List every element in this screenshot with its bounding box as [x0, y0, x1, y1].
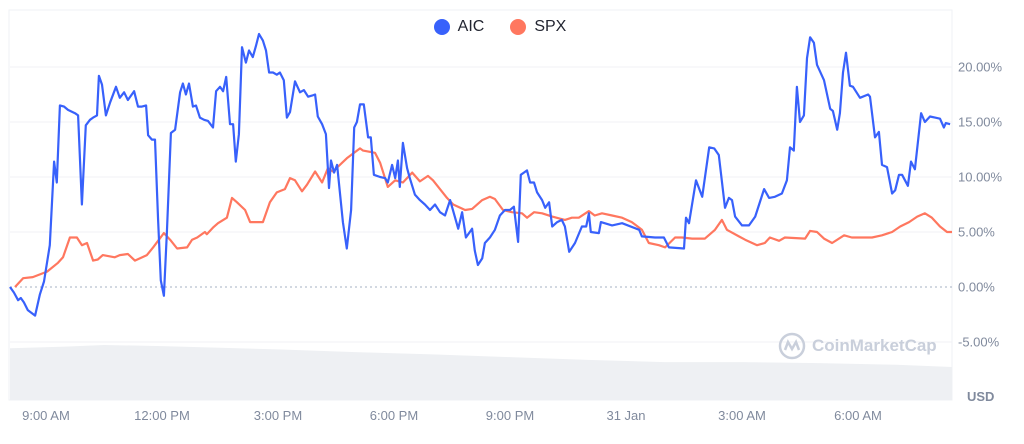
- y-tick-label: 15.00%: [958, 114, 1003, 130]
- watermark-text: CoinMarketCap: [812, 336, 937, 355]
- y-tick-label: 0.00%: [958, 279, 995, 295]
- x-tick-label: 3:00 PM: [253, 408, 303, 423]
- legend-label-spx: SPX: [534, 18, 567, 35]
- series-lines: [9, 32, 952, 317]
- watermark: CoinMarketCap: [778, 332, 937, 360]
- legend: AIC SPX: [0, 18, 1000, 36]
- series-line-aic: [9, 32, 951, 317]
- spx-dot-icon: [510, 19, 527, 35]
- legend-item-aic[interactable]: AIC: [433, 18, 485, 36]
- y-tick-label: 20.00%: [958, 59, 1003, 75]
- y-tick-label: 10.00%: [958, 169, 1003, 185]
- x-tick-label: 9:00 PM: [485, 408, 535, 423]
- aic-dot-icon: [433, 19, 450, 35]
- x-tick-label: 3:00 AM: [718, 408, 766, 423]
- legend-item-spx[interactable]: SPX: [510, 18, 566, 36]
- x-tick-label: 9:00 AM: [22, 408, 70, 423]
- volume-bars: [10, 345, 952, 400]
- unit-label: USD: [967, 389, 995, 404]
- x-tick-label: 31 Jan: [606, 408, 646, 423]
- x-tick-label: 12:00 PM: [134, 408, 190, 423]
- x-tick-label: 6:00 AM: [834, 408, 882, 423]
- legend-label-aic: AIC: [457, 18, 485, 35]
- coinmarketcap-logo-icon: [778, 332, 806, 360]
- y-tick-label: -5.00%: [958, 334, 1000, 350]
- y-tick-label: 5.00%: [958, 224, 995, 240]
- x-tick-label: 6:00 PM: [369, 408, 419, 423]
- volume-area: [10, 345, 952, 400]
